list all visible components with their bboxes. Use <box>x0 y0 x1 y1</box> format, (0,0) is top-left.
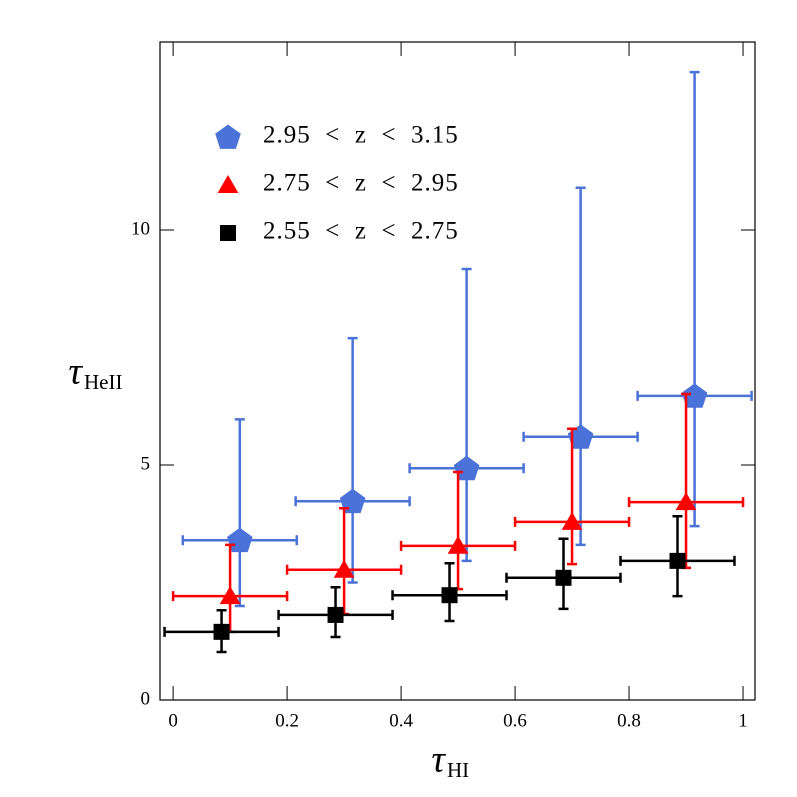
y-error-bar-lower <box>689 395 700 528</box>
x-tick-label: 0.8 <box>617 710 641 731</box>
x-tick-label: 0.6 <box>503 710 527 731</box>
y-axis-label: τ <box>68 351 83 393</box>
x-axis-label: τ <box>431 739 446 781</box>
y-error-bar-upper <box>347 336 358 502</box>
marker <box>453 455 480 481</box>
y-error-bar-upper <box>339 506 350 570</box>
plot-frame <box>159 41 756 701</box>
x-tick-label: 0.2 <box>275 710 299 731</box>
legend-marker <box>215 124 241 149</box>
y-tick-label: 5 <box>141 453 151 474</box>
x-tick-label: 0 <box>168 710 178 731</box>
legend-label: 2.95 < z < 3.15 <box>263 122 459 149</box>
x-tick-label: 1 <box>738 710 748 731</box>
marker <box>333 559 355 578</box>
y-axis-label-sub: HeII <box>84 370 122 394</box>
marker <box>675 492 697 511</box>
x-axis-label-sub: HI <box>447 758 469 782</box>
y-error-bar-upper <box>234 418 245 541</box>
y-error-bar-upper <box>575 186 586 437</box>
marker <box>669 552 686 569</box>
y-error-bar-upper <box>681 392 692 503</box>
marker <box>327 606 344 623</box>
y-tick-label: 10 <box>131 218 150 239</box>
y-error-bar-upper <box>453 470 464 546</box>
legend-label: 2.75 < z < 2.95 <box>263 170 459 197</box>
y-error-bar-upper <box>689 70 700 396</box>
marker <box>441 587 458 604</box>
y-error-bar-upper <box>567 427 578 522</box>
marker <box>681 383 708 408</box>
legend-marker <box>220 225 236 241</box>
y-tick-label: 0 <box>141 688 151 709</box>
legend-marker <box>217 175 239 193</box>
marker <box>555 569 572 586</box>
y-error-bar-upper <box>461 267 472 469</box>
legend-label: 2.55 < z < 2.75 <box>263 218 459 245</box>
marker <box>213 623 230 640</box>
x-tick-label: 0.4 <box>389 710 413 731</box>
marker <box>447 535 469 554</box>
marker <box>567 424 594 449</box>
marker <box>561 511 583 530</box>
marker <box>219 586 241 605</box>
